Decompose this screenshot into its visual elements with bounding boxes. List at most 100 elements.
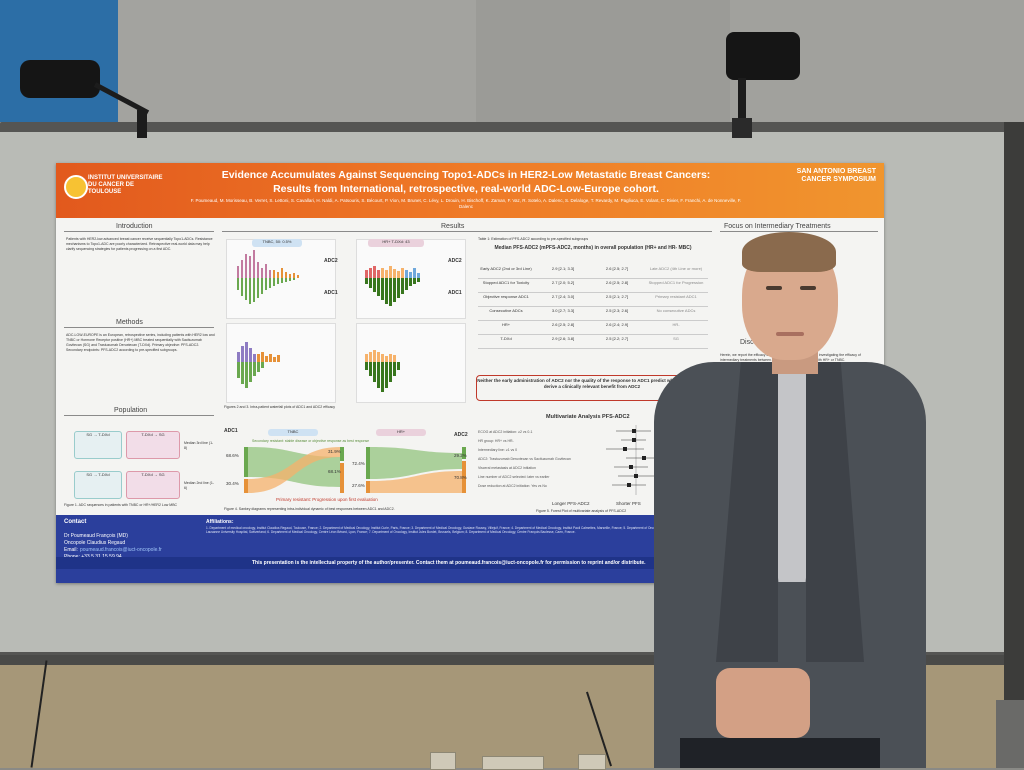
svg-text:Dose reduction at ADC2 initiat: Dose reduction at ADC2 initiation: Yes v…: [478, 484, 547, 488]
waterfall-plot-svg: [365, 350, 400, 392]
sankey-hr-label: HR+: [376, 429, 426, 436]
table-row: Stopped ADC1 for Toxicity 2.7 [2.0; 5.2] 2…: [478, 279, 708, 293]
table-cell-left-value: 3.0 [2.7; 3.3]: [551, 308, 575, 313]
table-row: Objective response ADC1 2.7 [2.4; 3.0] 2.5…: [478, 293, 708, 307]
adc2-label: ADC2: [324, 258, 338, 264]
figure1-caption: Figure 1. ADC sequences in patients with…: [64, 503, 178, 507]
table-cell-right-value: 2.5 [2.2; 2.7]: [605, 336, 629, 341]
population-chip-tnbc-2: SG → T-DXd: [74, 471, 122, 499]
primary-resistant-label: Primary resistant: Progression upon firs…: [276, 497, 378, 502]
table-cell-right-label: HR-: [672, 322, 680, 327]
introduction-body: Patients with HER2-low advanced breast c…: [66, 237, 213, 251]
waterfall-plot-svg: [237, 250, 299, 304]
secondary-resistant-label: Secondary resistant: stable disease or o…: [252, 439, 370, 443]
sankey-pct-3: 31.9%: [328, 449, 341, 454]
section-focus: Focus on Intermediary Treatments: [724, 223, 831, 230]
table-cell-left-label: Consecutive ADCs: [489, 308, 523, 313]
table-cell-right-value: 2.6 [2.5; 2.7]: [605, 266, 629, 271]
poster-header: INSTITUT UNIVERSITAIRE DU CANCER DE TOUL…: [56, 163, 884, 218]
figure5-caption: Figure 5. Forest Plot of multivariate an…: [536, 509, 627, 513]
section-divider: [64, 415, 214, 416]
waterfall-chart-tnbc-top: [226, 239, 336, 319]
table-row: T-DXd 2.9 [2.6; 3.8] 2.5 [2.2; 2.7] SG: [478, 335, 708, 349]
adc2-label-hr: ADC2: [448, 258, 462, 264]
table-cell-left-label: Early ADC2 (2nd or 3rd Line): [480, 266, 532, 271]
waterfall-chart-hr-bottom: [356, 323, 466, 403]
forest-plot: ECOG at ADC2 initiation: ≥2 vs 0-1 HR gr…: [478, 425, 661, 495]
table-cell-right-value: 2.5 [2.3; 2.6]: [605, 308, 629, 313]
section-discussion: Disc: [740, 339, 754, 346]
forest-shorter-label: Shorter PFS: [616, 501, 641, 506]
sabcs-logo: SAN ANTONIO BREAST CANCER SYMPOSIUM: [796, 168, 876, 183]
contact-email[interactable]: poumeaud.francois@iuct-oncopole.fr: [80, 547, 162, 553]
table-cell-right-label: Primary resistant ADC1: [655, 294, 697, 299]
wall-panel: [476, 0, 732, 128]
table-cell-left-label: Objective response ADC1: [483, 294, 529, 299]
poster-authors: F. Poumeaud, M. Morisseau, B. Verret, S.…: [190, 198, 742, 209]
tnbc-chart-label: TNBC, 50: 0.5%: [252, 239, 302, 247]
contact-email-label: Email:: [64, 547, 78, 553]
wall-panel: [118, 0, 478, 128]
lamp-arm-right: [738, 78, 746, 124]
contact-name-2: Oncopole Claudius Regaud: [64, 540, 126, 546]
table-cell-right-value: 2.6 [2.5; 2.8]: [605, 280, 629, 285]
table-cell-left-value: 2.7 [2.0; 5.2]: [551, 280, 575, 285]
affiliations-body: 1. Department of medical oncology, Insti…: [206, 526, 663, 535]
figure4-caption: Figure 4. Sankey diagrams representing i…: [224, 507, 395, 511]
svg-text:Visceral metastasis at ADC2 in: Visceral metastasis at ADC2 initiation: [478, 466, 536, 470]
lamp-mount-left: [137, 110, 147, 138]
sankey-pct-2: 30.4%: [226, 481, 239, 486]
svg-text:ECOG at ADC2 initiation: ≥2 vs: ECOG at ADC2 initiation: ≥2 vs 0-1: [478, 430, 532, 434]
section-divider: [720, 231, 878, 232]
ip-notice-strip: This presentation is the intellectual pr…: [56, 557, 884, 569]
section-divider: [64, 231, 214, 232]
population-median-1: Median 3rd line (1-8): [184, 441, 214, 450]
population-chip-hr: T-DXd → SG: [126, 431, 180, 459]
section-results: Results: [441, 223, 465, 230]
table-cell-left-label: T-DXd: [500, 336, 512, 341]
svg-text:HR group: HR+ vs HR-: HR group: HR+ vs HR-: [478, 439, 515, 443]
conclusion-box: Neither the early administration of ADC2…: [476, 375, 708, 401]
lamp-mount-right: [732, 118, 752, 138]
sankey-adc1-label: ADC1: [224, 428, 238, 434]
svg-text:Intermediary line: ≥1 vs 0: Intermediary line: ≥1 vs 0: [478, 448, 517, 452]
population-chip-tnbc: SG → T-DXd: [74, 431, 122, 459]
table-row: Early ADC2 (2nd or 3rd Line) 2.9 [2.1; 3.…: [478, 265, 708, 279]
institute-logo-text: INSTITUT UNIVERSITAIRE DU CANCER DE TOUL…: [88, 175, 163, 195]
ip-notice: This presentation is the intellectual pr…: [252, 560, 646, 566]
table-cell-left-value: 2.7 [2.4; 3.0]: [551, 294, 575, 299]
iuct-logo-icon: [64, 175, 88, 199]
poster-title: Evidence Accumulates Against Sequencing …: [186, 168, 746, 196]
waterfall-chart-hr-top: [356, 239, 466, 319]
sankey-pct-5: 72.4%: [352, 461, 365, 466]
section-introduction: Introduction: [116, 223, 153, 230]
sankey-pct-8: 70.8%: [454, 475, 467, 480]
wall-outlet: [430, 752, 456, 770]
hr-chart-label: HR+ T-DXd: 43: [368, 239, 424, 247]
adc1-label-hr: ADC1: [448, 290, 462, 296]
affiliations-heading: Affiliations:: [206, 519, 234, 525]
forest-longer-label: Longer PFS-ADC2: [552, 501, 590, 506]
svg-text:ADC2: Trastuzumab Deruxtecan v: ADC2: Trastuzumab Deruxtecan vs Sacituzu…: [478, 457, 571, 461]
section-divider: [64, 327, 214, 328]
lower-wall: [0, 660, 1024, 768]
waterfall-chart-tnbc-bottom: [226, 323, 336, 403]
board-bottom-rail: [0, 655, 1004, 665]
table-cell-left-value: 2.9 [2.1; 3.3]: [551, 266, 575, 271]
sankey-pct-6: 27.6%: [352, 483, 365, 488]
section-divider: [222, 231, 712, 232]
multivariate-title: Multivariate Analysis PFS-ADC2: [546, 414, 630, 420]
contact-name-1: Dr Poumeaud François (MD): [64, 533, 128, 539]
contact-heading: Contact: [64, 519, 87, 525]
poster-title-line1: Evidence Accumulates Against Sequencing …: [221, 169, 711, 181]
svg-text:Line number of ADC2 selected:: Line number of ADC2 selected: later vs e…: [478, 475, 550, 479]
waterfall-plot-svg: [365, 266, 420, 306]
table-row: HR+ 2.6 [2.5; 2.8] 2.6 [2.4; 2.9] HR-: [478, 321, 708, 335]
adc1-label: ADC1: [324, 290, 338, 296]
table-row: Consecutive ADCs 3.0 [2.7; 3.3] 2.5 [2.3; …: [478, 307, 708, 321]
sankey-tnbc-label: TNBC: [268, 429, 318, 436]
discussion-body: Herein, we report the efficacy of sequen…: [720, 353, 861, 362]
table-header: Median PFS-ADC2 (mPFS-ADC2, months) in o…: [494, 245, 692, 251]
figure2-caption: Figures 2 and 3. Intra-patient waterfall…: [224, 405, 336, 409]
table-cell-left-label: Stopped ADC1 for Toxicity: [482, 280, 530, 285]
